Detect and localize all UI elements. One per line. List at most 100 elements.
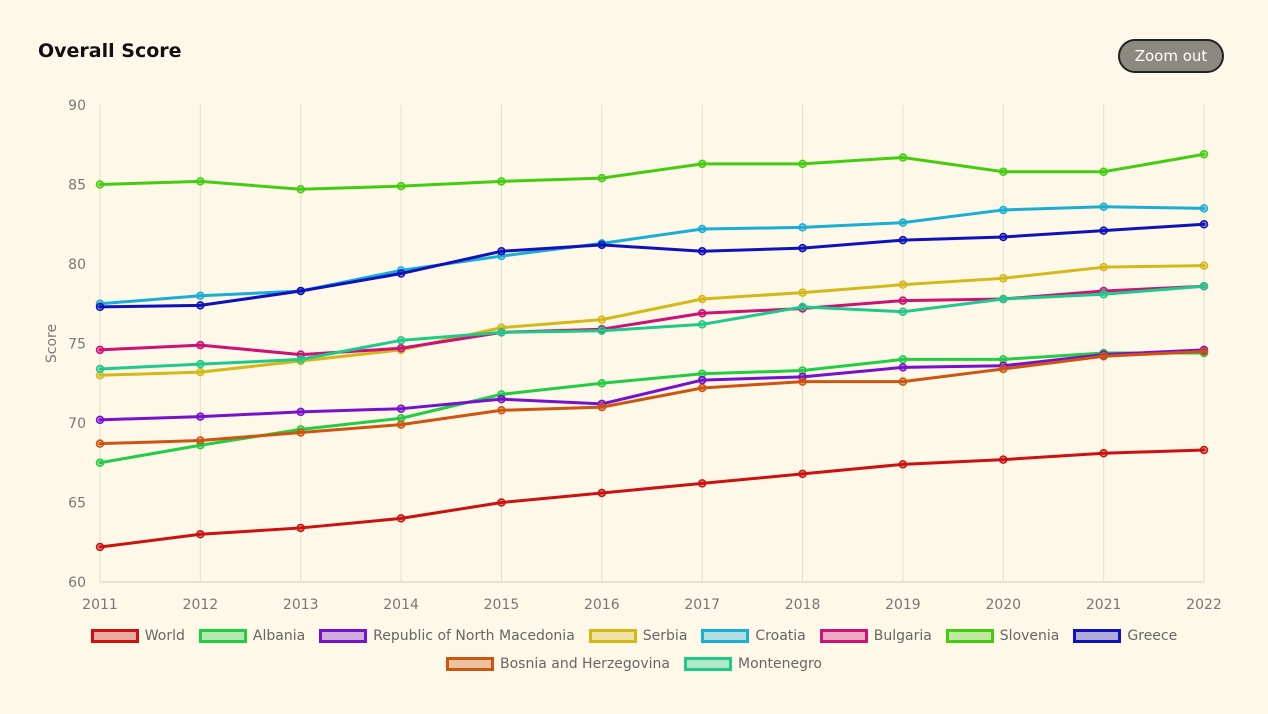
data-point[interactable]	[798, 223, 807, 232]
data-point[interactable]	[898, 377, 908, 386]
data-point[interactable]	[396, 420, 406, 429]
data-point[interactable]	[1099, 226, 1108, 235]
data-point[interactable]	[196, 340, 205, 350]
data-point[interactable]	[1099, 167, 1108, 177]
data-point[interactable]	[95, 302, 105, 312]
data-point[interactable]	[798, 469, 807, 479]
data-point[interactable]	[898, 355, 908, 364]
data-point[interactable]	[1099, 351, 1108, 361]
data-point[interactable]	[1199, 261, 1209, 270]
legend-item[interactable]: Albania	[198, 626, 305, 646]
data-point[interactable]	[999, 364, 1008, 374]
data-point[interactable]	[697, 247, 707, 256]
legend-item[interactable]: Croatia	[701, 626, 806, 646]
data-point[interactable]	[697, 224, 707, 234]
series-line[interactable]	[98, 264, 1206, 377]
data-point[interactable]	[898, 363, 908, 372]
data-point[interactable]	[497, 406, 506, 415]
data-point[interactable]	[898, 153, 908, 162]
legend-item[interactable]: Bulgaria	[819, 626, 932, 646]
data-point[interactable]	[196, 291, 205, 301]
data-point[interactable]	[1199, 282, 1209, 291]
data-point[interactable]	[396, 514, 406, 523]
data-point[interactable]	[999, 167, 1008, 177]
data-point[interactable]	[798, 243, 807, 253]
series-line[interactable]	[98, 284, 1206, 371]
data-point[interactable]	[95, 458, 105, 467]
data-point[interactable]	[196, 177, 205, 186]
data-point[interactable]	[296, 355, 305, 364]
legend-item[interactable]: Serbia	[588, 626, 687, 646]
data-point[interactable]	[898, 218, 908, 227]
data-point[interactable]	[1199, 204, 1209, 213]
series-line[interactable]	[98, 349, 1206, 446]
series-line[interactable]	[98, 351, 1206, 465]
data-point[interactable]	[296, 407, 305, 417]
data-point[interactable]	[1099, 289, 1108, 299]
data-point[interactable]	[196, 530, 205, 539]
data-point[interactable]	[497, 177, 506, 186]
data-point[interactable]	[1099, 202, 1108, 212]
series-line[interactable]	[98, 152, 1206, 191]
data-point[interactable]	[196, 301, 205, 310]
legend-item[interactable]: Montenegro	[683, 654, 822, 674]
series-line[interactable]	[98, 222, 1206, 309]
data-point[interactable]	[798, 288, 807, 297]
data-point[interactable]	[898, 460, 908, 469]
data-point[interactable]	[296, 185, 305, 194]
data-point[interactable]	[95, 439, 105, 448]
data-point[interactable]	[697, 320, 707, 329]
data-point[interactable]	[1199, 150, 1209, 159]
data-point[interactable]	[95, 542, 105, 552]
data-point[interactable]	[95, 345, 105, 355]
data-point[interactable]	[999, 294, 1008, 304]
data-point[interactable]	[1099, 448, 1108, 458]
data-point[interactable]	[196, 367, 205, 377]
data-point[interactable]	[697, 294, 707, 304]
data-point[interactable]	[597, 488, 607, 498]
data-point[interactable]	[999, 232, 1008, 242]
data-point[interactable]	[898, 280, 908, 289]
data-point[interactable]	[296, 286, 305, 296]
data-point[interactable]	[999, 205, 1008, 215]
data-point[interactable]	[196, 436, 205, 445]
data-point[interactable]	[597, 315, 607, 324]
data-point[interactable]	[597, 173, 607, 183]
data-point[interactable]	[798, 377, 807, 386]
data-point[interactable]	[396, 336, 406, 345]
data-point[interactable]	[396, 344, 406, 353]
data-point[interactable]	[1199, 347, 1209, 356]
data-point[interactable]	[697, 479, 707, 488]
zoom-out-button[interactable]: Zoom out	[1118, 39, 1224, 73]
data-point[interactable]	[95, 180, 105, 189]
data-point[interactable]	[597, 240, 607, 250]
data-point[interactable]	[1199, 220, 1209, 229]
data-point[interactable]	[898, 296, 908, 305]
data-point[interactable]	[95, 364, 105, 374]
data-point[interactable]	[597, 379, 607, 388]
data-point[interactable]	[296, 523, 305, 533]
data-point[interactable]	[697, 159, 707, 169]
data-point[interactable]	[396, 181, 406, 191]
legend-item[interactable]: Republic of North Macedonia	[319, 626, 575, 646]
legend-item[interactable]: Slovenia	[945, 626, 1059, 646]
series-line[interactable]	[98, 205, 1206, 306]
data-point[interactable]	[396, 269, 406, 278]
data-point[interactable]	[597, 326, 607, 336]
data-point[interactable]	[798, 159, 807, 169]
legend-item[interactable]: Bosnia and Herzegovina	[446, 654, 670, 674]
data-point[interactable]	[196, 412, 205, 421]
data-point[interactable]	[497, 394, 506, 404]
data-point[interactable]	[898, 235, 908, 245]
data-point[interactable]	[1199, 445, 1209, 455]
series-line[interactable]	[98, 448, 1206, 549]
data-point[interactable]	[597, 402, 607, 412]
data-point[interactable]	[898, 307, 908, 316]
series-line[interactable]	[98, 348, 1206, 422]
data-point[interactable]	[798, 302, 807, 312]
data-point[interactable]	[697, 375, 707, 385]
data-point[interactable]	[497, 247, 506, 256]
legend-item[interactable]: World	[90, 626, 185, 646]
data-point[interactable]	[697, 383, 707, 393]
data-point[interactable]	[697, 309, 707, 318]
